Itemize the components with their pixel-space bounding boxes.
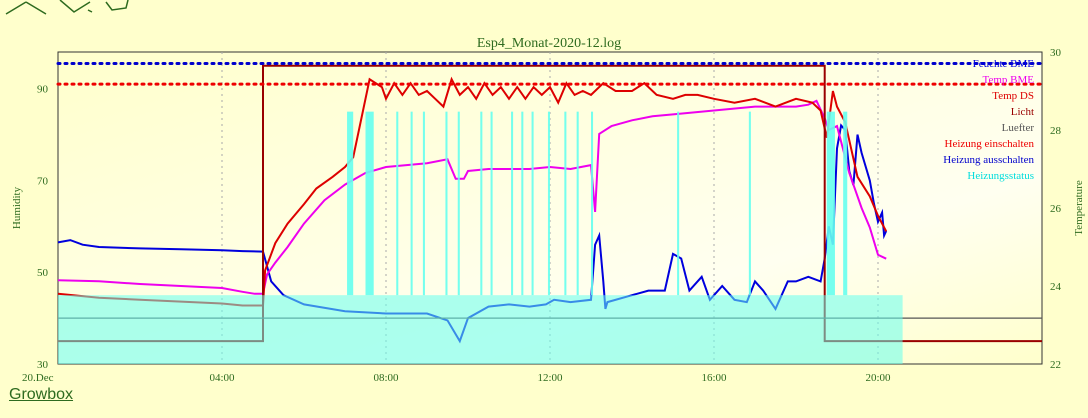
x-tick-label: 20:00 <box>865 372 891 384</box>
series-heizungsstatus-spike <box>480 111 483 296</box>
legend-item-heizungsstatus[interactable]: Heizungsstatus <box>967 170 1034 182</box>
zoom-in-icon[interactable] <box>5 1 47 15</box>
x-tick-label: 12:00 <box>537 372 563 384</box>
legend-item-temp-ds[interactable]: Temp DS <box>992 90 1034 102</box>
y-tick-label: 90 <box>37 84 49 96</box>
y-axis-label: Humidity <box>11 186 23 229</box>
series-heizungsstatus-spike <box>422 111 425 296</box>
series-heizungsstatus-spike <box>531 111 534 296</box>
series-temp-ds <box>57 76 888 307</box>
zoom-out-icon[interactable] <box>59 0 93 13</box>
y2-tick-label: 28 <box>1050 125 1062 137</box>
y-tick-label: 50 <box>37 267 49 279</box>
y2-axis-label: Temperature <box>1073 180 1085 236</box>
y-tick-label: 70 <box>37 175 49 187</box>
chart-title: Esp4_Monat-2020-12.log <box>477 36 621 51</box>
chart-svg: Esp4_Monat-2020-12.log Humidity Temperat… <box>11 36 1085 384</box>
series-heizungsstatus-spike <box>457 111 460 296</box>
series-heizungsstatus-spike <box>843 111 848 296</box>
series-heizungsstatus-spike <box>826 111 835 296</box>
series-heizungsstatus-spike <box>748 111 751 296</box>
x-tick-label: 08:00 <box>373 372 399 384</box>
y2-tick-label: 30 <box>1050 47 1062 59</box>
legend-item-luefter[interactable]: Luefter <box>1002 122 1035 134</box>
series-heizungsstatus-spike <box>521 111 524 296</box>
x-tick-label: 16:00 <box>701 372 727 384</box>
series-heizungsstatus-spike <box>365 111 374 296</box>
y2-tick-label: 24 <box>1050 281 1062 293</box>
x-start-label: 20.Dec <box>22 372 54 384</box>
toolbar-icons <box>5 0 129 15</box>
series-heizungsstatus-base <box>58 295 903 364</box>
y2-tick-label: 26 <box>1050 203 1062 215</box>
series-heizungsstatus-spike <box>677 111 680 296</box>
series-heizungsstatus-spike <box>547 111 550 296</box>
series-heizungsstatus-spike <box>445 111 448 296</box>
legend-item-heizung-ausschalten[interactable]: Heizung ausschalten <box>943 154 1034 166</box>
y-tick-label: 30 <box>37 359 49 371</box>
legend-item-feuchte-bme[interactable]: Feuchte BME <box>973 58 1035 70</box>
pan-icon[interactable] <box>105 0 129 11</box>
growbox-link[interactable]: Growbox <box>9 386 74 403</box>
series-heizungsstatus-spike <box>576 111 579 296</box>
legend-item-temp-bme[interactable]: Temp BME <box>983 74 1035 86</box>
series-heizungsstatus-spike <box>564 111 567 296</box>
series-heizungsstatus-spike <box>347 111 354 296</box>
series-heizungsstatus-spike <box>396 111 399 296</box>
y2-tick-label: 22 <box>1050 359 1061 371</box>
x-tick-label: 04:00 <box>209 372 235 384</box>
series-heizungsstatus-spike <box>511 111 514 296</box>
legend-item-licht[interactable]: Licht <box>1011 106 1034 118</box>
series-temp-bme <box>57 99 887 295</box>
legend-item-heizung-einschalten[interactable]: Heizung einschalten <box>945 138 1035 150</box>
series-heizungsstatus-spike <box>490 111 493 296</box>
series-heizungsstatus-spike <box>410 111 413 296</box>
series-heizungsstatus-spike <box>591 111 594 296</box>
